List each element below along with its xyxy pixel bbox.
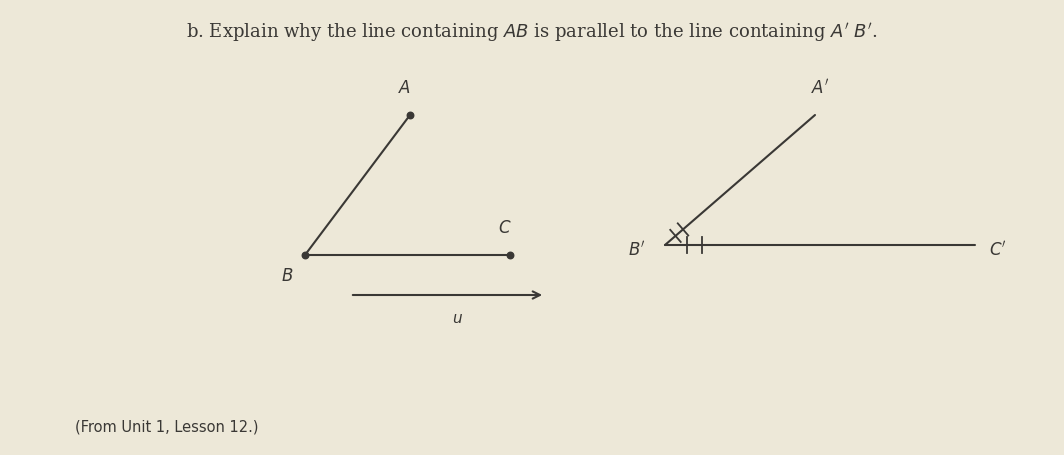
- Text: b. Explain why the line containing $AB$ is parallel to the line containing $A'$ : b. Explain why the line containing $AB$ …: [186, 20, 878, 44]
- Text: $C'$: $C'$: [990, 241, 1007, 259]
- Point: [401, 111, 418, 119]
- Text: $u$: $u$: [452, 311, 463, 326]
- Text: $B$: $B$: [281, 267, 294, 285]
- Point: [297, 251, 314, 258]
- Text: $A'$: $A'$: [811, 78, 829, 97]
- Text: (From Unit 1, Lesson 12.): (From Unit 1, Lesson 12.): [74, 420, 259, 435]
- Text: $B'$: $B'$: [628, 241, 646, 259]
- Text: $A$: $A$: [398, 79, 412, 97]
- Text: $C$: $C$: [498, 219, 512, 237]
- Point: [501, 251, 518, 258]
